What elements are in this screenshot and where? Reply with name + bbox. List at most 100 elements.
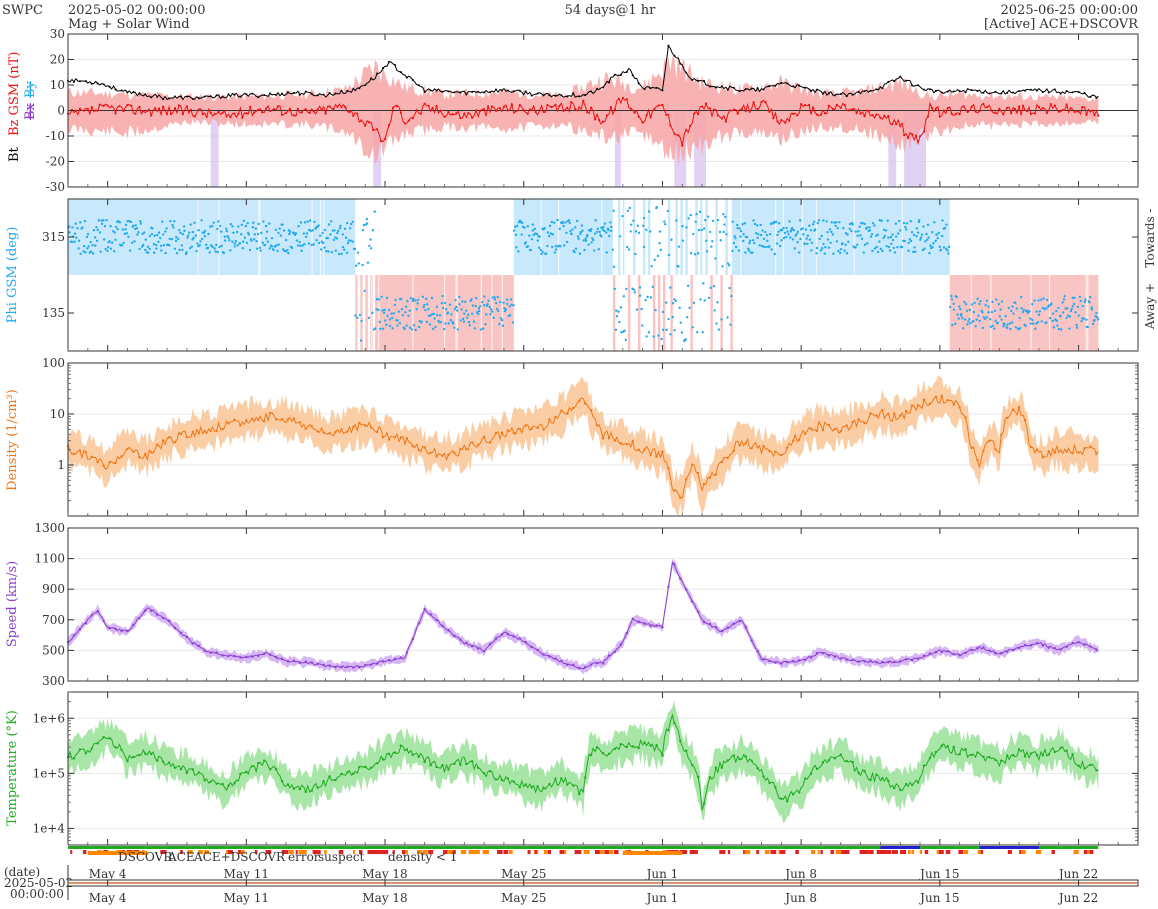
- density-point: [494, 431, 498, 435]
- speed-point: [138, 617, 141, 620]
- density-point: [958, 406, 961, 409]
- bz-point: [483, 108, 486, 111]
- temperature-point: [625, 745, 628, 749]
- x-tick-label-bottom: Jun 1: [645, 891, 679, 905]
- bz-point: [1081, 105, 1084, 109]
- phi-point: [491, 310, 494, 313]
- phi-point: [761, 229, 764, 232]
- phi-point: [73, 232, 77, 235]
- phi-point: [408, 326, 412, 329]
- bz-point: [126, 103, 129, 107]
- phi-point: [703, 299, 706, 302]
- temperature-point: [245, 770, 248, 773]
- phi-point: [1057, 306, 1060, 310]
- bz-point: [962, 105, 965, 108]
- bz-point: [74, 109, 78, 112]
- bt-point: [786, 82, 789, 85]
- phi-point: [815, 246, 819, 250]
- temperature-point: [1023, 755, 1027, 758]
- bz-point: [110, 105, 113, 108]
- phi-point: [464, 300, 467, 304]
- phi-point: [786, 230, 789, 233]
- phi-point: [933, 221, 936, 224]
- bt-point: [661, 89, 664, 92]
- bz-point: [934, 107, 937, 110]
- phi-point: [159, 236, 162, 240]
- bt-point: [251, 92, 254, 95]
- temperature-point: [863, 769, 866, 773]
- speed-point: [209, 651, 212, 654]
- status-flag: [180, 850, 183, 854]
- status-flag: [770, 850, 777, 854]
- temperature-point: [714, 766, 718, 769]
- status-flag: [835, 850, 842, 854]
- mixed-sector-bar: [662, 275, 666, 351]
- speed-point: [292, 659, 296, 663]
- density-point: [857, 418, 860, 421]
- phi-point: [725, 233, 728, 236]
- density-point: [429, 451, 432, 455]
- phi-point: [781, 228, 784, 232]
- phi-point: [124, 223, 128, 227]
- bt-point: [602, 86, 604, 89]
- mag-ytick-label: -30: [46, 180, 65, 194]
- phi-point: [848, 222, 852, 226]
- phi-point: [871, 221, 875, 225]
- x-tick-label-bottom: May 11: [224, 891, 269, 905]
- density-point: [560, 409, 563, 412]
- phi-point: [359, 339, 363, 342]
- bz-point: [1069, 107, 1072, 110]
- density-point: [286, 418, 290, 421]
- bt-point: [1089, 95, 1092, 98]
- phi-point: [719, 239, 722, 242]
- phi-point: [1088, 296, 1092, 299]
- phi-point: [600, 226, 603, 229]
- temperature-point: [578, 792, 581, 796]
- temperature-point: [387, 752, 391, 755]
- x-tick-label-bottom: Jun 22: [1057, 891, 1098, 905]
- phi-point: [510, 303, 513, 306]
- bt-point: [566, 95, 569, 98]
- phi-point: [1068, 315, 1072, 318]
- temperature-point: [762, 775, 765, 778]
- bz-point: [768, 110, 771, 113]
- phi-point: [417, 298, 420, 302]
- phi-point: [385, 296, 389, 300]
- phi-point: [923, 247, 926, 250]
- phi-point: [1040, 298, 1043, 301]
- density-point: [690, 463, 694, 466]
- phi-point: [396, 324, 399, 327]
- phi-point: [768, 245, 771, 248]
- speed-point: [251, 655, 254, 658]
- phi-point: [128, 249, 132, 252]
- density-point: [940, 394, 944, 398]
- temperature-point: [732, 754, 735, 757]
- temperature-point: [720, 766, 724, 769]
- phi-point: [526, 245, 530, 248]
- bz-point: [221, 111, 224, 114]
- phi-point: [622, 295, 626, 298]
- speed-point: [702, 620, 706, 624]
- phi-point: [608, 234, 611, 238]
- phi-point: [383, 308, 386, 312]
- phi-point: [489, 308, 493, 311]
- bz-point: [641, 121, 644, 124]
- phi-point: [661, 328, 665, 332]
- speed-ytick-label: 500: [42, 643, 65, 657]
- bz-point: [530, 109, 533, 112]
- phi-point: [508, 304, 511, 308]
- phi-point: [553, 251, 557, 254]
- bt-point: [643, 88, 646, 91]
- density-point: [786, 446, 789, 449]
- bz-point: [1037, 105, 1041, 109]
- bz-point: [887, 114, 890, 118]
- phi-point: [442, 306, 445, 310]
- phi-point: [911, 250, 915, 254]
- bt-point: [934, 90, 937, 93]
- phi-point: [404, 310, 407, 314]
- temperature-ylabel: Temperature (°K): [5, 710, 20, 826]
- phi-point: [123, 232, 126, 235]
- phi-point: [827, 246, 831, 249]
- phi-point: [181, 248, 184, 252]
- speed-point: [976, 646, 979, 650]
